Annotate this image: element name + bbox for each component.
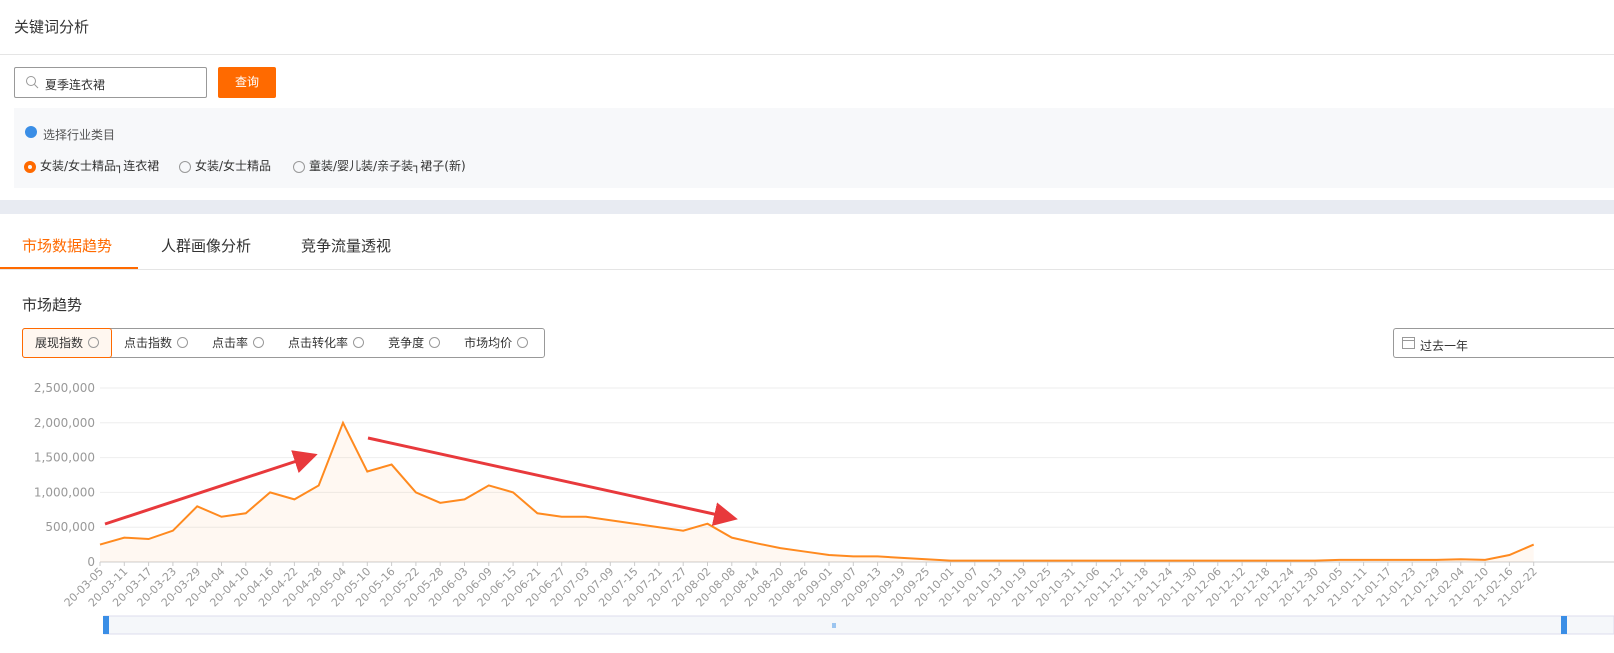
line [99,420,1535,562]
metric-button[interactable]: 点击率 [200,329,276,357]
area [100,422,1534,562]
metric-label: 竞争度 [388,336,425,350]
slider-handle[interactable] [1561,616,1567,634]
divider [0,269,1614,270]
metric-label: 点击率 [212,336,249,350]
date-picker[interactable]: 过去一年 [1393,328,1614,358]
metric-button[interactable]: 市场均价 [452,329,540,357]
radio-label: 童装/婴儿装/亲子装┐裙子(新) [309,159,466,173]
y-tick-label: 1,500,000 [34,451,95,465]
divider [0,54,1614,55]
page-title: 关键词分析 [14,18,90,36]
metric-label: 市场均价 [464,336,513,350]
metric-button[interactable]: 点击转化率 [276,329,376,357]
slider-handle[interactable] [103,616,109,634]
section-title: 市场趋势 [22,296,83,314]
info-icon [25,126,37,138]
radio-option[interactable]: 女装/女士精品 [179,157,271,174]
metric-button[interactable]: 竞争度 [376,329,452,357]
metric-label: 点击转化率 [288,336,349,350]
metric-label: 展现指数 [35,336,84,350]
category-title: 选择行业类目 [43,128,116,142]
y-tick-label: 500,000 [45,520,95,534]
y-tick-label: 1,000,000 [34,485,95,499]
metric-button[interactable]: 展现指数 [22,328,113,358]
slider-mid [832,623,836,628]
search-icon [26,76,39,89]
y-tick-label: 2,500,000 [34,381,95,395]
metric-group: 展现指数 点击指数 点击率 点击转化率 竞争度 市场均价 [22,328,545,358]
tab[interactable]: 人群画像分析 [161,237,252,255]
radio-option[interactable]: 女装/女士精品┐连衣裙 [24,157,159,174]
tab-underline [0,267,138,269]
zoom-slider[interactable] [103,615,1614,635]
y-tick-label: 0 [87,555,95,569]
tab-active[interactable]: 市场数据趋势 [22,237,113,255]
radio-option[interactable]: 童装/婴儿装/亲子装┐裙子(新) [293,157,466,174]
metric-label: 点击指数 [124,336,173,350]
band [0,200,1614,214]
category-panel [14,108,1614,188]
date-range: 过去一年 [1420,339,1469,353]
calendar-icon [1402,337,1415,349]
tab[interactable]: 竞争流量透视 [301,237,392,255]
search-input: 夏季连衣裙 [45,78,106,92]
chart: 0 500,000 1,000,000 1,500,000 2,000,000 2,500… [34,381,1614,635]
y-tick-label: 2,000,000 [34,416,95,430]
search-box[interactable]: 夏季连衣裙 [14,67,207,98]
radio-label: 女装/女士精品 [195,159,272,173]
arrow [367,436,738,526]
radio-label: 女装/女士精品┐连衣裙 [40,159,160,173]
metric-button[interactable]: 点击指数 [112,329,200,357]
search-button[interactable]: 查询 [218,67,276,98]
arrow [104,450,318,526]
